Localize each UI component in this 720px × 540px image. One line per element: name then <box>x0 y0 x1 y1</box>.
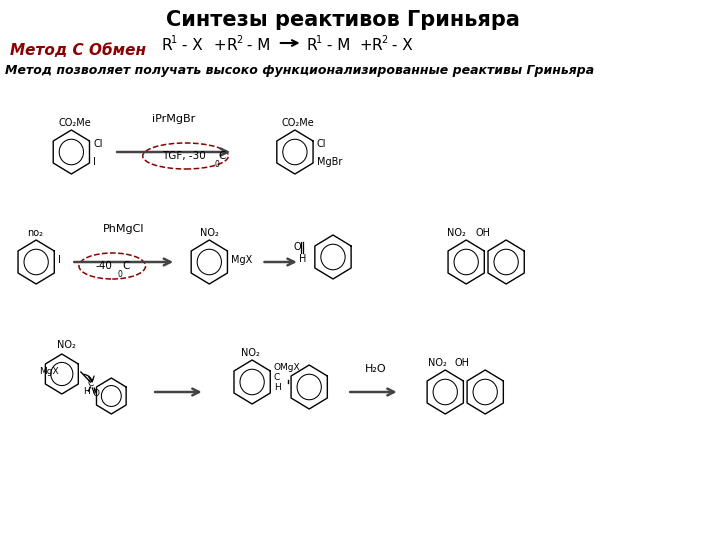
Text: H₂O: H₂O <box>365 364 387 374</box>
Text: R: R <box>162 38 172 53</box>
Text: - X: - X <box>177 38 203 53</box>
Text: 0: 0 <box>118 270 123 279</box>
Text: PhMgCl: PhMgCl <box>103 224 145 234</box>
Text: -40: -40 <box>95 261 112 271</box>
Text: - M: - M <box>322 38 350 53</box>
Text: H: H <box>274 383 281 393</box>
Text: no₂: no₂ <box>27 228 42 238</box>
Text: Cl: Cl <box>317 139 326 149</box>
Text: OMgX: OMgX <box>274 363 301 373</box>
Text: Метод позволяет получать высоко функционализированные реактивы Гриньяра: Метод позволяет получать высоко функцион… <box>5 64 594 77</box>
Text: H: H <box>84 388 90 396</box>
Text: NO₂: NO₂ <box>240 348 260 358</box>
Text: NO₂: NO₂ <box>57 340 76 350</box>
Text: 0: 0 <box>214 160 219 169</box>
Text: Синтезы реактивов Гриньяра: Синтезы реактивов Гриньяра <box>166 10 519 30</box>
Text: Cl: Cl <box>93 139 103 149</box>
Text: C: C <box>219 151 226 161</box>
Text: NO₂: NO₂ <box>428 358 447 368</box>
Text: CO₂Me: CO₂Me <box>58 118 91 128</box>
Text: - M: - M <box>242 38 270 53</box>
Text: - X: - X <box>387 38 413 53</box>
Text: CO₂Me: CO₂Me <box>282 118 315 128</box>
Text: R: R <box>226 38 237 53</box>
Text: 1: 1 <box>316 35 322 45</box>
Text: R: R <box>306 38 317 53</box>
Text: TGF, -30: TGF, -30 <box>162 151 205 161</box>
Text: NO₂: NO₂ <box>199 228 219 238</box>
Text: +: + <box>210 38 232 53</box>
Text: O: O <box>93 389 99 399</box>
Text: OH: OH <box>476 228 491 238</box>
Text: C: C <box>87 380 94 388</box>
Text: 1: 1 <box>171 35 177 45</box>
Text: H: H <box>299 254 306 264</box>
Text: OH: OH <box>455 358 469 368</box>
Text: O: O <box>293 242 301 252</box>
Text: C: C <box>122 261 130 271</box>
Text: I: I <box>93 157 96 167</box>
Text: MgX: MgX <box>231 255 253 265</box>
Text: C: C <box>274 374 280 382</box>
Text: R: R <box>372 38 382 53</box>
Text: +: + <box>355 38 377 53</box>
Text: Метод С Обмен: Метод С Обмен <box>9 43 145 58</box>
Text: 2: 2 <box>382 35 388 45</box>
Text: I: I <box>58 255 61 265</box>
Text: 2: 2 <box>236 35 242 45</box>
Text: MgBr: MgBr <box>317 157 342 167</box>
Text: MgX: MgX <box>40 368 59 376</box>
Text: NO₂: NO₂ <box>447 228 466 238</box>
Text: iPrMgBr: iPrMgBr <box>151 114 195 124</box>
